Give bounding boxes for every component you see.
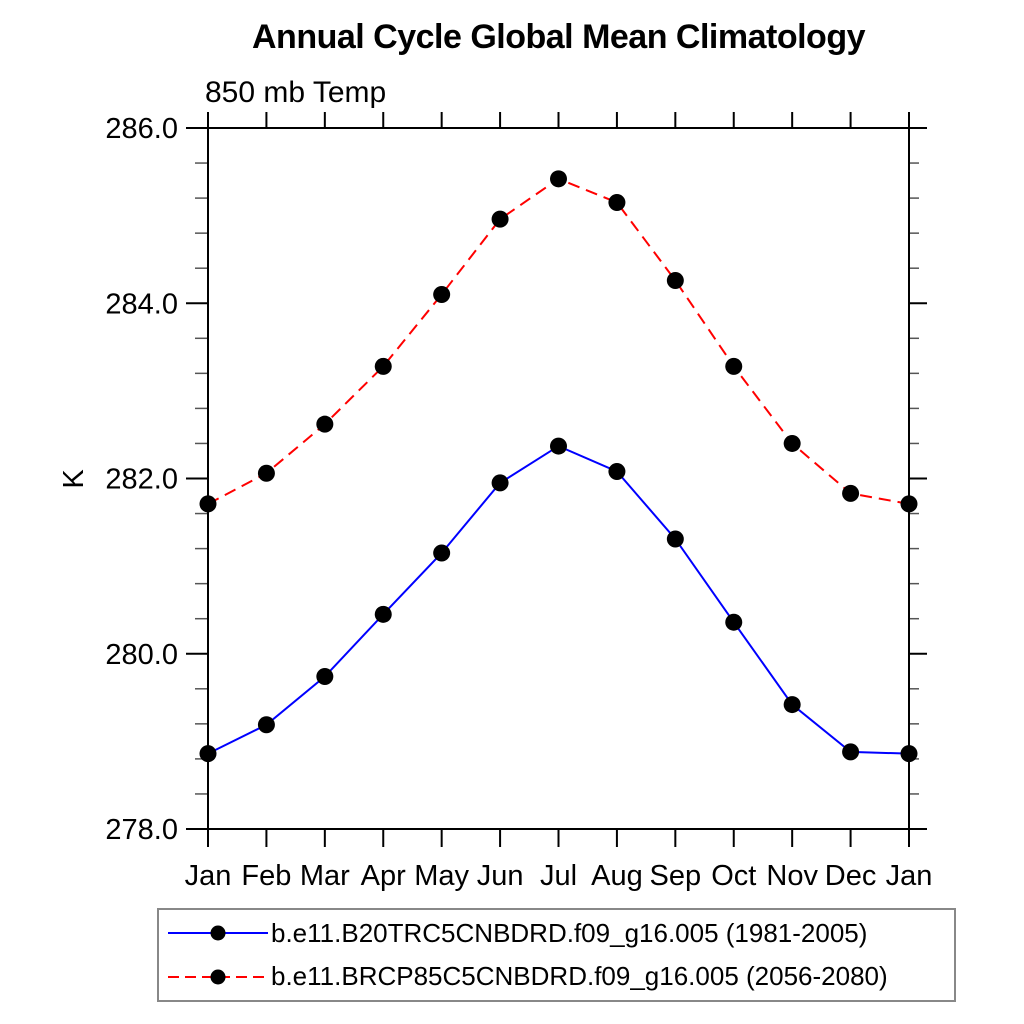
y-tick-label: 286.0	[105, 113, 178, 145]
data-point-marker-series-1	[374, 357, 392, 375]
legend-line-sample-dashed-red	[168, 969, 268, 985]
data-point-marker-series-0	[491, 474, 509, 492]
data-point-marker-series-1	[550, 170, 567, 188]
x-tick-label: Oct	[711, 860, 756, 892]
series-line-0	[207, 444, 910, 755]
x-tick-label: Aug	[591, 860, 643, 892]
plot-frame	[207, 127, 910, 830]
x-tick-label: May	[414, 860, 469, 892]
data-point-marker-series-0	[666, 530, 684, 548]
x-tick-label: Nov	[766, 860, 818, 892]
y-tick-label: 284.0	[105, 288, 178, 320]
data-point-marker-series-1	[900, 495, 918, 513]
data-point-marker-series-0	[900, 745, 918, 763]
y-tick-label: 282.0	[105, 464, 178, 496]
data-point-marker-series-0	[433, 544, 451, 562]
x-tick-label: Feb	[241, 860, 291, 892]
y-tick-label: 280.0	[105, 639, 178, 671]
data-point-marker-series-1	[608, 193, 626, 211]
data-point-marker-series-1	[725, 357, 743, 375]
x-tick-label: Mar	[300, 860, 350, 892]
marker-dot-icon	[210, 969, 226, 985]
data-point-marker-series-1	[842, 484, 860, 502]
series-line-1	[207, 177, 910, 505]
legend-label-historical: b.e11.B20TRC5CNBDRD.f09_g16.005 (1981-20…	[271, 917, 868, 948]
legend-row-rcp85: b.e11.BRCP85C5CNBDRD.f09_g16.005 (2056-2…	[167, 957, 954, 997]
x-tick-label: Jul	[540, 860, 577, 892]
x-tick-label: Dec	[825, 860, 877, 892]
legend-label-rcp85: b.e11.BRCP85C5CNBDRD.f09_g16.005 (2056-2…	[271, 961, 888, 992]
data-point-marker-series-1	[316, 415, 334, 433]
x-tick-label: Sep	[650, 860, 702, 892]
legend-row-historical: b.e11.B20TRC5CNBDRD.f09_g16.005 (1981-20…	[167, 913, 954, 953]
data-point-marker-series-0	[783, 696, 801, 714]
data-point-marker-series-1	[199, 495, 217, 513]
legend-line-sample-solid-blue	[168, 925, 268, 941]
data-point-marker-series-0	[725, 613, 743, 631]
data-point-marker-series-1	[491, 210, 509, 228]
x-tick-label: Jan	[185, 860, 232, 892]
data-point-marker-series-1	[666, 271, 684, 289]
data-point-marker-series-0	[842, 743, 860, 761]
data-point-marker-series-0	[257, 716, 275, 734]
data-point-marker-series-0	[199, 745, 217, 763]
data-point-marker-series-0	[550, 437, 567, 455]
x-tick-label: Jun	[477, 860, 524, 892]
x-tick-label: Jan	[886, 860, 933, 892]
data-point-marker-series-0	[316, 668, 334, 686]
data-point-marker-series-1	[257, 464, 275, 482]
data-point-marker-series-1	[783, 434, 801, 452]
x-tick-label: Apr	[361, 860, 406, 892]
marker-dot-icon	[210, 925, 226, 941]
chart-title: Annual Cycle Global Mean Climatology	[252, 18, 866, 56]
data-point-marker-series-0	[608, 462, 626, 480]
data-point-marker-series-1	[433, 285, 451, 303]
legend: b.e11.B20TRC5CNBDRD.f09_g16.005 (1981-20…	[157, 908, 956, 1002]
data-point-marker-series-0	[374, 605, 392, 623]
chart-subtitle: 850 mb Temp	[205, 76, 387, 109]
y-tick-label: 278.0	[105, 814, 178, 846]
